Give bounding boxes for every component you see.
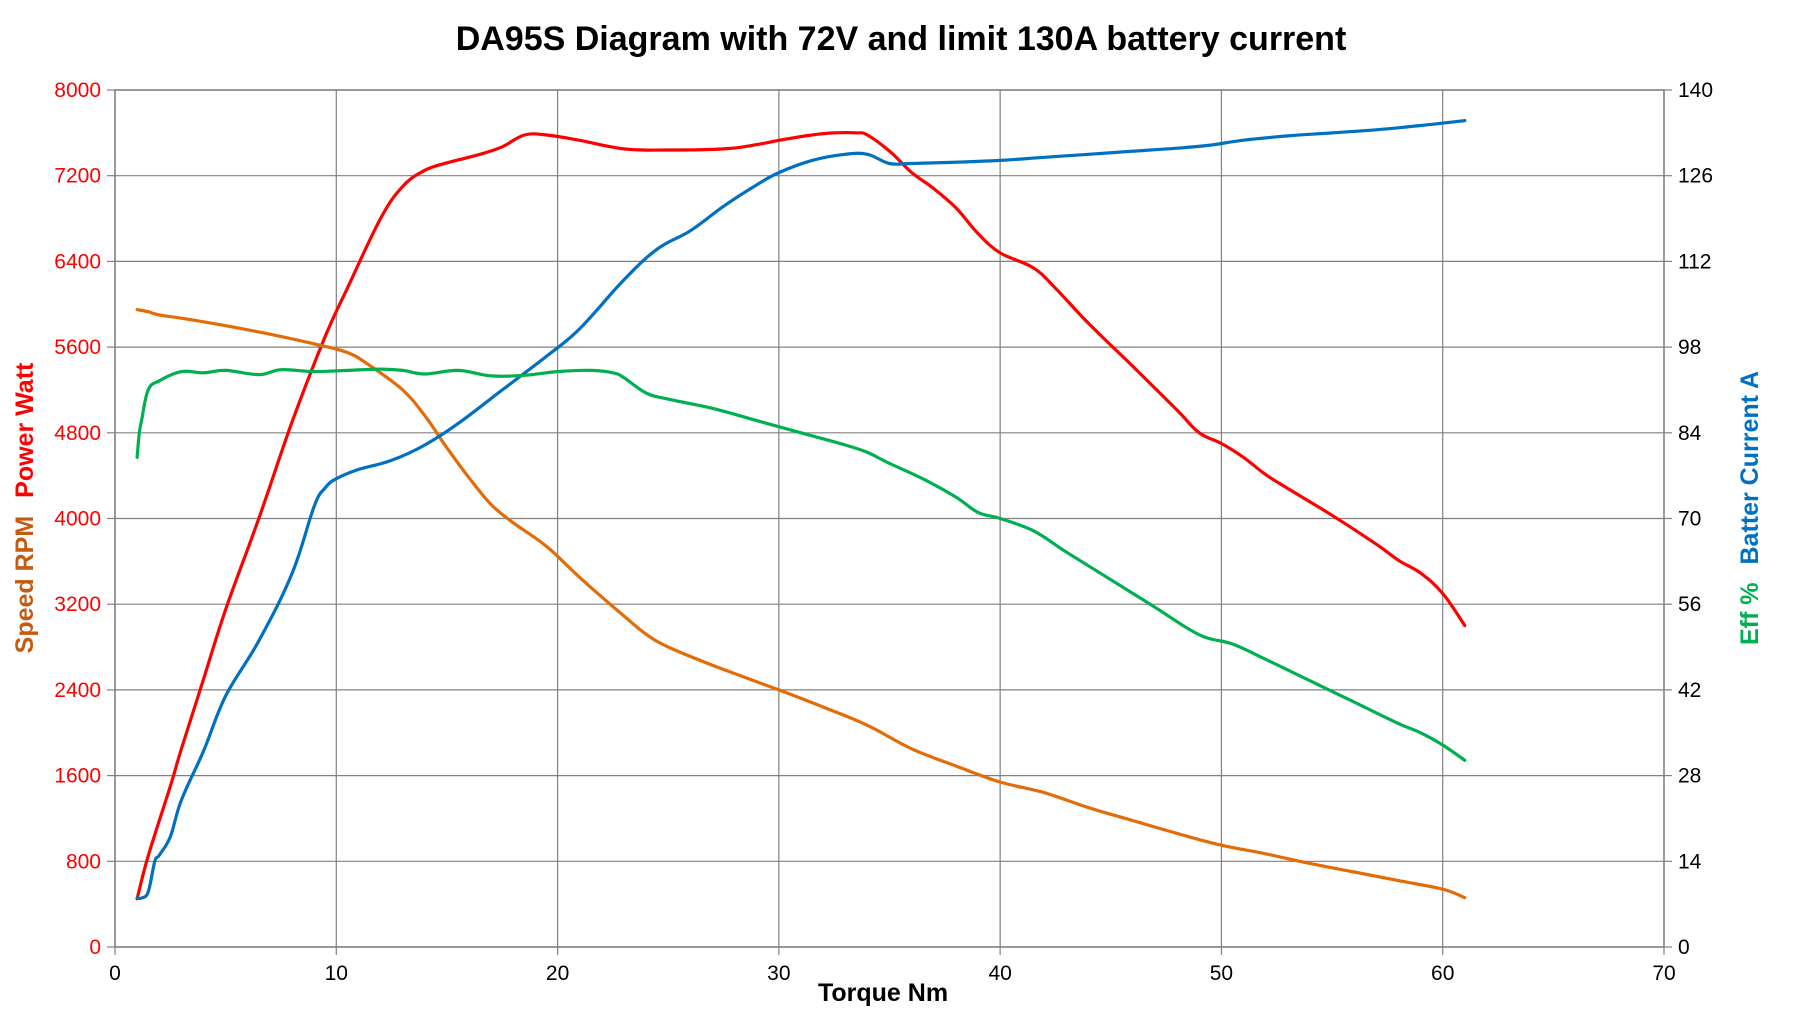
- current-axis-label: Batter Current A: [1736, 371, 1764, 565]
- right-tick-label: 126: [1678, 165, 1713, 188]
- plot-area-frame: [114, 89, 1665, 948]
- right-tick-label: 14: [1678, 850, 1702, 873]
- right-axis-label: Eff % Batter Current A: [1736, 371, 1764, 645]
- right-tick-label: 42: [1678, 679, 1701, 702]
- battery-current-line: [135, 119, 1467, 901]
- x-tick-label: 0: [109, 962, 121, 985]
- x-tick-label: 20: [546, 962, 569, 985]
- speed-axis-label: Speed RPM: [11, 516, 39, 654]
- right-tick-label: 140: [1678, 79, 1713, 102]
- x-tick-label: 30: [767, 962, 790, 985]
- x-tick-label: 50: [1210, 962, 1233, 985]
- left-tick-label: 4000: [54, 508, 101, 531]
- left-tick-label: 1600: [54, 765, 101, 788]
- left-axis-tick-labels: 0 800 1600 2400 3200 4000 4800 5600 6400 7200 8000: [54, 79, 101, 959]
- right-tick-label: 112: [1678, 250, 1711, 273]
- x-tick-label: 60: [1431, 962, 1454, 985]
- right-axis-tick-labels: 0 14 28 42 56 70 84 98 112 126 140: [1678, 79, 1713, 959]
- power-axis-label: Power Watt: [11, 362, 39, 498]
- speed-rpm-line: [135, 308, 1467, 900]
- left-tick-label: 3200: [54, 593, 101, 616]
- left-tick-label: 0: [89, 936, 101, 959]
- left-tick-label: 5600: [54, 336, 101, 359]
- right-tick-label: 84: [1678, 422, 1702, 445]
- right-tick-label: 56: [1678, 593, 1701, 616]
- left-tick-label: 800: [66, 850, 101, 873]
- right-tick-label: 28: [1678, 765, 1701, 788]
- x-axis-label: Torque Nm: [818, 979, 948, 1007]
- right-tick-label: 0: [1678, 936, 1690, 959]
- chart-title: DA95S Diagram with 72V and limit 130A ba…: [456, 20, 1347, 58]
- left-tick-label: 7200: [54, 165, 101, 188]
- gridlines: [107, 89, 1672, 955]
- power-watt-line: [135, 131, 1467, 901]
- left-tick-label: 8000: [54, 79, 101, 102]
- efficiency-line: [135, 367, 1467, 762]
- left-tick-label: 6400: [54, 250, 101, 273]
- left-tick-label: 4800: [54, 422, 101, 445]
- x-axis-tick-labels: 0 10 20 30 40 50 60 70: [109, 962, 1676, 985]
- x-tick-label: 70: [1652, 962, 1675, 985]
- left-tick-label: 2400: [54, 679, 101, 702]
- x-tick-label: 10: [325, 962, 348, 985]
- series-lines: [135, 119, 1467, 901]
- right-tick-label: 98: [1678, 336, 1701, 359]
- efficiency-axis-label: Eff %: [1736, 583, 1764, 646]
- left-axis-label: Speed RPM Power Watt: [11, 362, 39, 653]
- right-tick-label: 70: [1678, 508, 1701, 531]
- x-tick-label: 40: [988, 962, 1011, 985]
